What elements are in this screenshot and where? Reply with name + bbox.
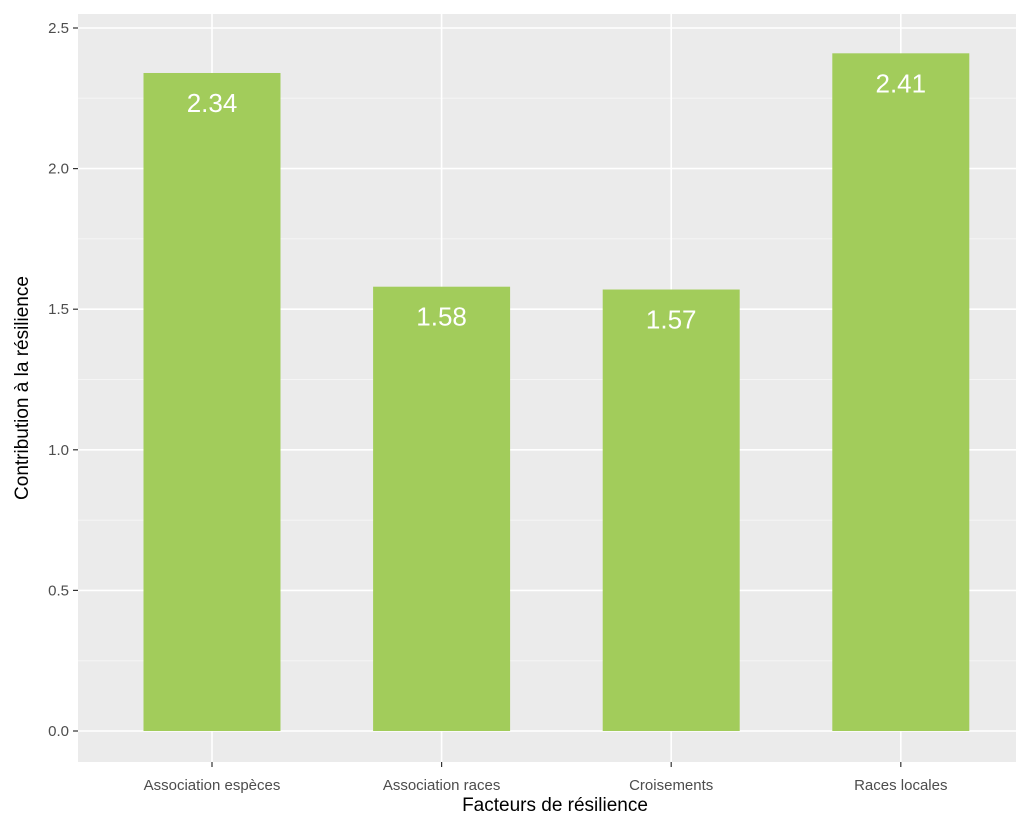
x-tick-label: Croisements	[629, 777, 713, 794]
y-tick-label: 1.0	[48, 442, 69, 459]
bar-value-label-3: 2.41	[875, 68, 926, 98]
bar-value-label-1: 1.58	[416, 302, 467, 332]
y-tick-label: 2.5	[48, 20, 69, 37]
bars	[143, 53, 970, 732]
y-axis: 0.0 0.5 1.0 1.5 2.0 2.5	[48, 20, 78, 740]
bar-3	[832, 53, 970, 732]
x-axis-title: Facteurs de résilience	[462, 795, 648, 816]
x-axis: Association espèces Association races Croi…	[144, 762, 947, 794]
bar-2	[602, 289, 740, 731]
x-tick-label: Association races	[383, 777, 501, 794]
y-tick-label: 2.0	[48, 161, 69, 178]
bar-0	[143, 72, 281, 731]
bar-labels: 2.34 1.58 1.57 2.41	[187, 68, 926, 334]
y-tick-label: 0.0	[48, 723, 69, 740]
y-tick-label: 1.5	[48, 301, 69, 318]
y-tick-label: 0.5	[48, 582, 69, 599]
y-axis-title: Contribution à la résilience	[12, 276, 33, 500]
bar-value-label-0: 2.34	[187, 88, 238, 118]
x-tick-label: Races locales	[854, 777, 947, 794]
bar-1	[373, 286, 511, 731]
bar-value-label-2: 1.57	[646, 305, 697, 335]
x-tick-label: Association espèces	[144, 777, 281, 794]
